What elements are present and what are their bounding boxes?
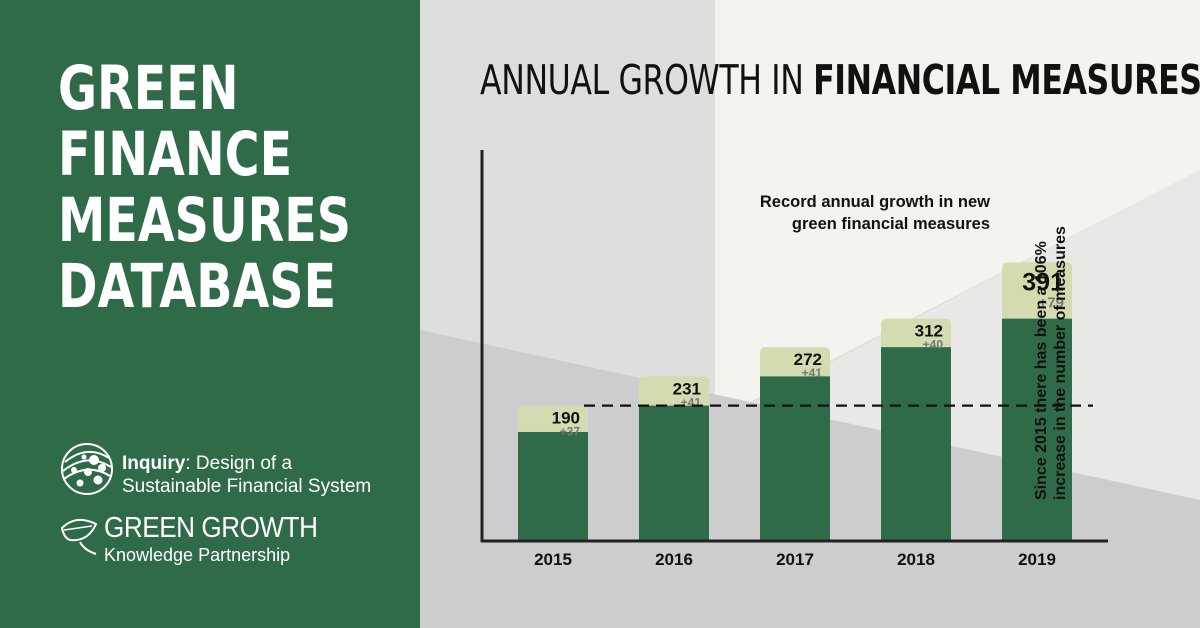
bar-increment bbox=[639, 376, 709, 412]
ggkp-name: GREEN GROWTH bbox=[104, 512, 318, 544]
bar-group bbox=[1002, 262, 1072, 541]
main-title-line: MEASURES bbox=[58, 185, 351, 256]
inquiry-tagline-2: Sustainable Financial System bbox=[122, 476, 372, 497]
inquiry-tagline-1: : Design of a bbox=[185, 453, 293, 474]
bar-increment bbox=[518, 405, 588, 438]
x-tick-label: 2017 bbox=[776, 550, 814, 569]
annotation-line: Since 2015 there has been a 106% bbox=[1033, 241, 1050, 500]
bar-increment-label: +41 bbox=[681, 395, 702, 409]
ggkp-subtitle: Knowledge Partnership bbox=[104, 545, 291, 565]
main-title-line: GREEN bbox=[58, 53, 239, 124]
annotation-since-2015: Since 2015 there has been a 106% increas… bbox=[1032, 200, 1070, 500]
annotation-line: increase in the number of measures bbox=[1052, 226, 1069, 500]
x-tick-label: 2018 bbox=[897, 550, 935, 569]
bar-value-label: 231 bbox=[673, 379, 701, 398]
annotation-line: green financial measures bbox=[791, 215, 990, 233]
leaf-icon bbox=[60, 518, 98, 555]
bar-increment-label: +37 bbox=[560, 425, 581, 439]
left-panel: GREEN FINANCE MEASURES DATABASE Inquiry:… bbox=[0, 0, 420, 628]
bar bbox=[760, 376, 830, 541]
chart-title-light: ANNUAL GROWTH IN bbox=[480, 56, 814, 104]
bar-increment bbox=[760, 347, 830, 383]
inquiry-name: Inquiry bbox=[122, 453, 186, 474]
bar-value-label: 190 bbox=[552, 409, 580, 428]
bar-group bbox=[760, 347, 830, 541]
inquiry-wordmark: Inquiry: Design of a Sustainable Financi… bbox=[122, 452, 371, 498]
main-title-line: FINANCE bbox=[58, 119, 293, 190]
bar-group bbox=[639, 376, 709, 541]
bar-increment-label: +41 bbox=[802, 366, 823, 380]
bar-increment-label: +40 bbox=[923, 338, 944, 352]
inquiry-logo-icon bbox=[61, 443, 113, 495]
annotation-record-growth: Record annual growth in new green financ… bbox=[720, 191, 990, 235]
x-tick-label: 2016 bbox=[655, 550, 693, 569]
main-title: GREEN FINANCE MEASURES DATABASE bbox=[58, 56, 351, 320]
annotation-line: Record annual growth in new bbox=[759, 193, 990, 211]
chart-title: ANNUAL GROWTH IN FINANCIAL MEASURES bbox=[480, 56, 1200, 104]
inquiry-logo: Inquiry: Design of a Sustainable Financi… bbox=[58, 440, 398, 500]
ggkp-logo: GREEN GROWTH Knowledge Partnership bbox=[58, 512, 378, 574]
x-tick-label: 2019 bbox=[1018, 550, 1056, 569]
bar bbox=[518, 431, 588, 541]
bar-increment-label: +79 bbox=[1039, 294, 1064, 311]
bar-chart: 190+372015231+412016272+412017312+402018… bbox=[480, 150, 1108, 569]
bar bbox=[1002, 318, 1072, 541]
bar-value-label: 312 bbox=[915, 322, 943, 341]
bar-group bbox=[881, 318, 951, 541]
bar bbox=[881, 347, 951, 541]
bar bbox=[639, 405, 709, 541]
bar-increment bbox=[881, 318, 951, 354]
bar-increment bbox=[1002, 262, 1072, 325]
x-tick-label: 2015 bbox=[534, 550, 572, 569]
bar-group bbox=[518, 405, 588, 541]
chart-title-bold: FINANCIAL MEASURES bbox=[813, 56, 1200, 104]
main-title-line: DATABASE bbox=[58, 251, 337, 322]
bar-value-label: 272 bbox=[794, 350, 822, 369]
bar-value-label: 391 bbox=[1022, 268, 1064, 296]
